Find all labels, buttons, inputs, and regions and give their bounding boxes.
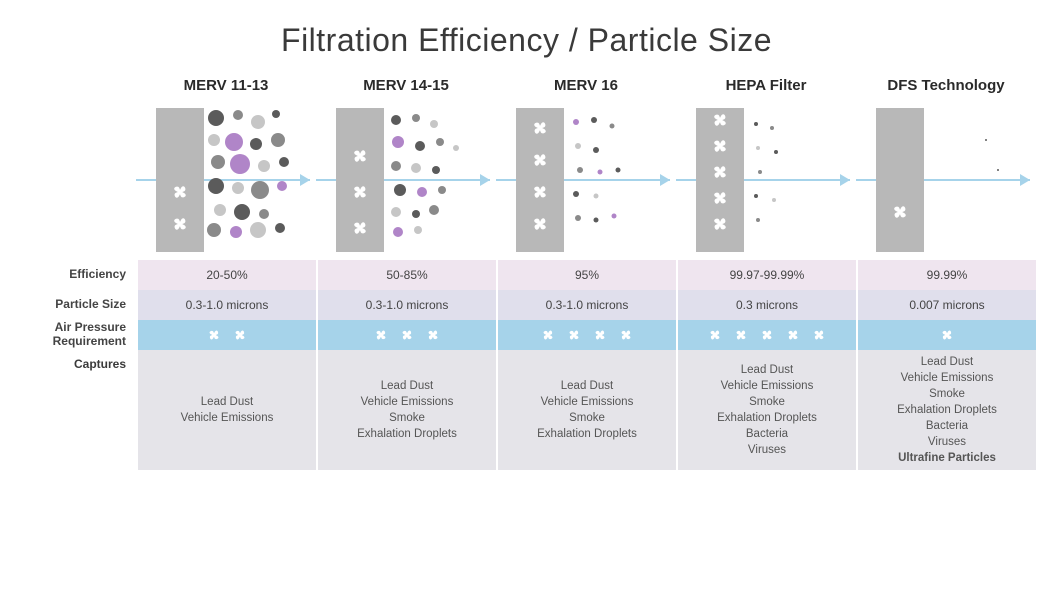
pressure-3 bbox=[676, 320, 856, 350]
capture-item: Viruses bbox=[748, 442, 786, 458]
capture-item: Vehicle Emissions bbox=[361, 394, 454, 410]
capture-item: Smoke bbox=[569, 410, 605, 426]
fan-icon bbox=[705, 325, 725, 345]
col-header-0: MERV 11-13 bbox=[136, 77, 316, 100]
pressure-0 bbox=[136, 320, 316, 350]
fan-icon bbox=[564, 325, 584, 345]
capture-item: Bacteria bbox=[926, 418, 968, 434]
pressure-1 bbox=[316, 320, 496, 350]
comparison-grid: MERV 11-13 MERV 14-15 MERV 16 HEPA Filte… bbox=[16, 77, 1037, 470]
fan-icon bbox=[371, 325, 391, 345]
diagram-row-spacer bbox=[16, 100, 136, 260]
diagram-3 bbox=[676, 100, 856, 260]
capture-item: Vehicle Emissions bbox=[901, 370, 994, 386]
diagram-2 bbox=[496, 100, 676, 260]
capture-item: Exhalation Droplets bbox=[357, 426, 457, 442]
captures-2: Lead DustVehicle EmissionsSmokeExhalatio… bbox=[496, 350, 676, 470]
particle-2: 0.3-1.0 microns bbox=[496, 290, 676, 320]
capture-item: Smoke bbox=[929, 386, 965, 402]
captures-3: Lead DustVehicle EmissionsSmokeExhalatio… bbox=[676, 350, 856, 470]
fan-icon bbox=[538, 325, 558, 345]
efficiency-2: 95% bbox=[496, 260, 676, 290]
pressure-4 bbox=[856, 320, 1036, 350]
col-header-1: MERV 14-15 bbox=[316, 77, 496, 100]
capture-item: Exhalation Droplets bbox=[897, 402, 997, 418]
efficiency-1: 50-85% bbox=[316, 260, 496, 290]
col-header-3: HEPA Filter bbox=[676, 77, 856, 100]
efficiency-3: 99.97-99.99% bbox=[676, 260, 856, 290]
pressure-2 bbox=[496, 320, 676, 350]
capture-item: Lead Dust bbox=[381, 378, 433, 394]
capture-item: Vehicle Emissions bbox=[181, 410, 274, 426]
particle-1: 0.3-1.0 microns bbox=[316, 290, 496, 320]
capture-item: Smoke bbox=[389, 410, 425, 426]
capture-item: Vehicle Emissions bbox=[541, 394, 634, 410]
capture-item: Lead Dust bbox=[921, 354, 973, 370]
particle-0: 0.3-1.0 microns bbox=[136, 290, 316, 320]
particle-3: 0.3 microns bbox=[676, 290, 856, 320]
capture-item: Exhalation Droplets bbox=[717, 410, 817, 426]
fan-icon bbox=[423, 325, 443, 345]
fan-icon bbox=[230, 325, 250, 345]
fan-icon bbox=[204, 325, 224, 345]
capture-item: Vehicle Emissions bbox=[721, 378, 814, 394]
diagram-4 bbox=[856, 100, 1036, 260]
capture-item: Lead Dust bbox=[741, 362, 793, 378]
capture-item-bold: Ultrafine Particles bbox=[898, 450, 996, 466]
diagram-1 bbox=[316, 100, 496, 260]
capture-item: Exhalation Droplets bbox=[537, 426, 637, 442]
page-title: Filtration Efficiency / Particle Size bbox=[0, 22, 1053, 59]
fan-icon bbox=[809, 325, 829, 345]
col-header-2: MERV 16 bbox=[496, 77, 676, 100]
capture-item: Lead Dust bbox=[201, 394, 253, 410]
diagram-0 bbox=[136, 100, 316, 260]
capture-item: Viruses bbox=[928, 434, 966, 450]
fan-icon bbox=[937, 325, 957, 345]
fan-icon bbox=[783, 325, 803, 345]
row-label-particle: Particle Size bbox=[16, 290, 136, 320]
capture-item: Smoke bbox=[749, 394, 785, 410]
col-header-4: DFS Technology bbox=[856, 77, 1036, 100]
captures-1: Lead DustVehicle EmissionsSmokeExhalatio… bbox=[316, 350, 496, 470]
fan-icon bbox=[731, 325, 751, 345]
fan-icon bbox=[616, 325, 636, 345]
corner-spacer bbox=[16, 77, 136, 100]
efficiency-0: 20-50% bbox=[136, 260, 316, 290]
capture-item: Bacteria bbox=[746, 426, 788, 442]
fan-icon bbox=[757, 325, 777, 345]
row-label-pressure: Air PressureRequirement bbox=[16, 320, 136, 350]
fan-icon bbox=[590, 325, 610, 345]
fan-icon bbox=[397, 325, 417, 345]
capture-item: Lead Dust bbox=[561, 378, 613, 394]
row-label-captures: Captures bbox=[16, 350, 136, 470]
captures-0: Lead DustVehicle Emissions bbox=[136, 350, 316, 470]
efficiency-4: 99.99% bbox=[856, 260, 1036, 290]
row-label-efficiency: Efficiency bbox=[16, 260, 136, 290]
particle-4: 0.007 microns bbox=[856, 290, 1036, 320]
captures-4: Lead DustVehicle EmissionsSmokeExhalatio… bbox=[856, 350, 1036, 470]
